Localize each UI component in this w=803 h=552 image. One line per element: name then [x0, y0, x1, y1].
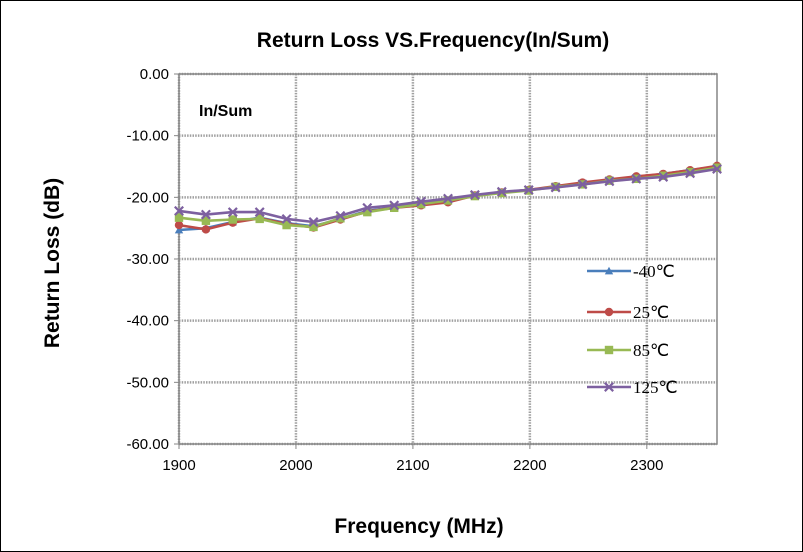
data-point-triangle [174, 225, 184, 234]
data-point-square [255, 214, 264, 224]
data-point-x [389, 200, 400, 211]
in-sum-annotation: In/Sum [199, 103, 252, 120]
x-axis-label: Frequency (MHz) [334, 515, 503, 538]
y-tick-label: -40.00 [126, 313, 169, 330]
data-point-x [174, 205, 184, 216]
data-point-x [281, 213, 292, 224]
data-point-square [443, 196, 453, 205]
data-point-square [228, 215, 237, 224]
data-point-x [362, 202, 373, 213]
data-point-square [604, 345, 614, 355]
data-point-x [658, 172, 669, 182]
data-point-square [363, 207, 372, 217]
x-tick-label: 2200 [513, 457, 546, 474]
tick-labels: 1900 2000 2100 2200 2300 0.00 -10.00 -20.00 -30.… [126, 66, 663, 474]
y-tick-label: 0.00 [140, 66, 169, 83]
data-point-square [282, 220, 291, 230]
chart-title: Return Loss VS.Frequency(In/Sum) [257, 29, 609, 52]
data-point-x [604, 176, 615, 187]
data-point-square [416, 199, 426, 209]
legend-label: 25℃ [633, 303, 669, 322]
data-point-square [336, 214, 345, 223]
data-point-x [335, 210, 346, 221]
data-point-square [390, 203, 399, 213]
legend-label: -40℃ [633, 262, 675, 281]
y-tick-label: -50.00 [126, 374, 169, 391]
legend-label: 125℃ [633, 378, 678, 397]
y-axis-label: Return Loss (dB) [41, 178, 64, 348]
x-tick-label: 2000 [279, 457, 312, 474]
data-point-x [200, 209, 211, 220]
legend-item: -40℃ [587, 262, 675, 281]
legend-item: 125℃ [587, 378, 678, 397]
y-tick-label: -20.00 [126, 189, 169, 206]
data-point-x [712, 163, 722, 174]
data-point-circle [174, 220, 184, 230]
data-point-x [550, 182, 561, 193]
data-point-x [604, 382, 614, 392]
legend-item: 25℃ [587, 303, 669, 322]
legend-label: 85℃ [633, 341, 669, 360]
data-point-circle [604, 307, 614, 317]
data-point-triangle [604, 266, 614, 275]
series-x [174, 163, 722, 227]
x-tick-label: 1900 [162, 457, 195, 474]
data-point-square [309, 222, 318, 232]
legend: -40℃ 25℃ 85℃ 125℃ [587, 262, 678, 397]
y-tick-label: -10.00 [126, 128, 169, 145]
data-point-circle [201, 225, 211, 234]
data-point-x [496, 186, 507, 197]
data-point-x [416, 196, 427, 207]
series-lines [174, 161, 722, 234]
data-point-x [308, 217, 319, 227]
data-point-x [631, 173, 642, 184]
data-point-x [577, 179, 588, 190]
data-point-x [523, 184, 534, 195]
grid [177, 72, 717, 446]
x-tick-label: 2300 [630, 457, 663, 474]
data-point-x [443, 193, 453, 204]
y-tick-label: -30.00 [126, 251, 169, 268]
data-point-square [174, 213, 184, 222]
data-point-x [254, 207, 265, 218]
data-point-x [685, 168, 696, 179]
x-tick-label: 2100 [396, 457, 429, 474]
data-point-square [201, 216, 211, 225]
legend-item: 85℃ [587, 341, 669, 360]
data-point-x [469, 189, 480, 200]
data-point-x [227, 207, 238, 218]
y-tick-label: -60.00 [126, 436, 169, 453]
